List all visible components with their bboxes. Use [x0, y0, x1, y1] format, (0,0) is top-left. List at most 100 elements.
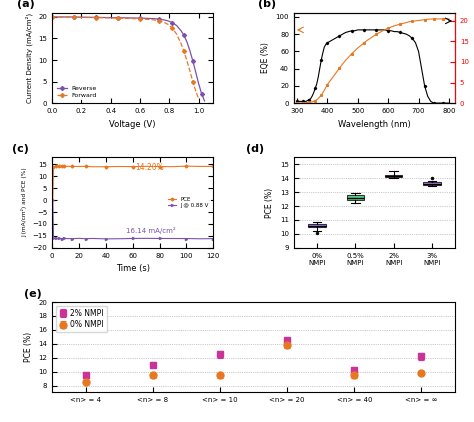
Reverse — [187, 48, 193, 53]
Reverse — [193, 70, 199, 75]
Reverse — [93, 15, 99, 20]
Forward — [187, 68, 193, 73]
Reverse — [123, 15, 128, 20]
PCE — [52, 164, 58, 169]
J @ 0.88 V — [60, 236, 66, 241]
Forward — [178, 41, 184, 46]
Legend: PCE, J @ 0.88 V: PCE, J @ 0.88 V — [166, 195, 210, 210]
Forward — [181, 49, 187, 54]
Text: (d): (d) — [246, 144, 264, 154]
J @ 0.88 V — [117, 236, 122, 241]
Line: J @ 0.88 V: J @ 0.88 V — [51, 199, 214, 240]
Text: (b): (b) — [258, 0, 276, 9]
Forward — [108, 15, 114, 20]
PCE — [50, 197, 55, 203]
J @ 0.88 V — [143, 236, 149, 241]
J @ 0.88 V — [52, 236, 58, 241]
PCE — [69, 164, 75, 169]
J @ 0.88 V — [83, 236, 89, 241]
PathPatch shape — [385, 175, 402, 177]
Forward — [64, 14, 70, 19]
PCE — [76, 164, 82, 169]
Forward — [137, 16, 143, 22]
Forward — [161, 19, 166, 24]
Reverse — [100, 15, 106, 20]
J @ 0.88 V — [210, 236, 216, 241]
PCE — [143, 164, 149, 169]
Text: (e): (e) — [24, 289, 42, 299]
J @ 0.88 V — [90, 236, 95, 241]
Y-axis label: PCE (%): PCE (%) — [24, 332, 33, 362]
Reverse — [165, 18, 171, 23]
Forward — [196, 96, 201, 101]
PCE — [51, 164, 56, 169]
PCE — [117, 164, 122, 169]
PCE — [59, 164, 64, 169]
PathPatch shape — [346, 195, 364, 200]
Forward — [165, 22, 171, 27]
Reverse — [71, 14, 77, 19]
J @ 0.88 V — [55, 236, 60, 241]
Reverse — [190, 58, 196, 63]
Line: PCE: PCE — [51, 165, 214, 201]
J @ 0.88 V — [130, 236, 136, 241]
X-axis label: Wavelength (nm): Wavelength (nm) — [338, 119, 411, 129]
Line: Reverse: Reverse — [51, 16, 206, 102]
PCE — [62, 164, 67, 169]
Reverse — [130, 16, 136, 21]
Y-axis label: J (mA/cm²) and PCE (%): J (mA/cm²) and PCE (%) — [21, 168, 27, 238]
Reverse — [161, 17, 166, 22]
Reverse — [108, 15, 114, 20]
J @ 0.88 V — [62, 235, 67, 241]
PathPatch shape — [423, 182, 441, 185]
Reverse — [201, 98, 207, 103]
PCE — [183, 164, 189, 169]
Forward — [130, 16, 136, 21]
Line: Forward: Forward — [51, 16, 200, 100]
Y-axis label: Current Density (mA/cm²): Current Density (mA/cm²) — [25, 13, 33, 103]
J @ 0.88 V — [49, 197, 55, 203]
PathPatch shape — [308, 225, 326, 227]
Reverse — [79, 15, 84, 20]
PCE — [57, 164, 63, 169]
J @ 0.88 V — [51, 235, 56, 241]
X-axis label: Voltage (V): Voltage (V) — [109, 119, 156, 129]
Reverse — [64, 14, 70, 19]
PCE — [63, 164, 68, 169]
PCE — [53, 164, 59, 169]
J @ 0.88 V — [183, 236, 189, 241]
Forward — [49, 14, 55, 19]
Reverse — [178, 28, 184, 33]
J @ 0.88 V — [76, 236, 82, 241]
J @ 0.88 V — [197, 236, 203, 241]
J @ 0.88 V — [53, 236, 59, 241]
Forward — [174, 32, 180, 37]
J @ 0.88 V — [59, 236, 64, 241]
PCE — [157, 164, 163, 169]
PCE — [103, 164, 109, 169]
Reverse — [156, 16, 162, 22]
Reverse — [184, 39, 190, 44]
PCE — [49, 197, 55, 203]
Legend: 2% NMPI, 0% NMPI: 2% NMPI, 0% NMPI — [56, 306, 107, 332]
PCE — [197, 164, 203, 169]
J @ 0.88 V — [170, 236, 176, 241]
Forward — [152, 17, 157, 22]
J @ 0.88 V — [69, 236, 75, 241]
Forward — [123, 16, 128, 21]
Forward — [115, 16, 121, 21]
Forward — [100, 15, 106, 20]
Reverse — [199, 91, 204, 96]
Reverse — [145, 16, 150, 21]
Forward — [156, 18, 162, 23]
Forward — [145, 17, 150, 22]
Reverse — [181, 33, 187, 38]
Reverse — [174, 23, 180, 28]
Reverse — [115, 15, 121, 20]
Forward — [93, 15, 99, 20]
Text: 16.14 mA/cm²: 16.14 mA/cm² — [126, 227, 176, 235]
PCE — [170, 164, 176, 169]
Forward — [86, 15, 91, 20]
Forward — [190, 79, 196, 84]
J @ 0.88 V — [50, 197, 55, 203]
